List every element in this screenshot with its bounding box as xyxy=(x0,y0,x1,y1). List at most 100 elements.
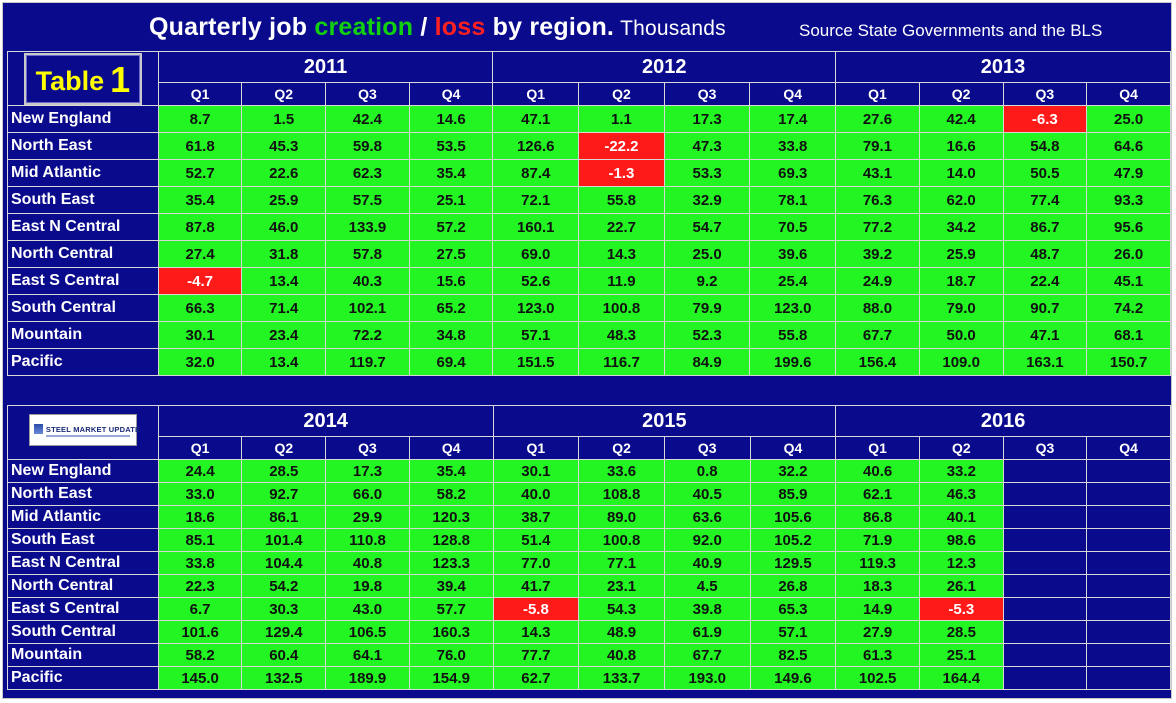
data-table-2014-2016: STEEL MARKET UPDATE 2014 2015 2016 Q1 Q2 Q… xyxy=(7,405,1171,690)
job-creation-cell: 27.9 xyxy=(835,620,920,644)
job-creation-cell: 45.3 xyxy=(241,132,327,160)
year-header: 2015 xyxy=(492,405,837,437)
job-creation-cell: 40.8 xyxy=(578,643,665,667)
job-creation-cell: 62.7 xyxy=(492,666,580,690)
job-creation-cell: 101.6 xyxy=(157,620,243,644)
empty-cell xyxy=(1086,551,1171,575)
title-bar: Quarterly job creation / loss by region.… xyxy=(3,3,1173,49)
job-creation-cell: 98.6 xyxy=(918,528,1004,552)
job-creation-cell: 84.9 xyxy=(663,348,751,376)
job-creation-cell: 47.9 xyxy=(1086,159,1171,187)
job-creation-cell: 150.7 xyxy=(1086,348,1171,376)
region-label: North East xyxy=(7,132,159,160)
job-creation-cell: 100.8 xyxy=(578,294,665,322)
job-creation-cell: 35.4 xyxy=(408,159,494,187)
title-text-2: by region. xyxy=(485,13,615,41)
job-creation-cell: 123.3 xyxy=(408,551,494,575)
job-creation-cell: 54.7 xyxy=(663,213,751,241)
title-creation: creation xyxy=(314,13,414,41)
job-creation-cell: 54.3 xyxy=(578,597,665,621)
job-creation-cell: 39.6 xyxy=(749,240,837,268)
table-row: Mountain 30.1 23.4 72.2 34.8 57.1 48.3 52.3 55.8… xyxy=(7,321,1171,349)
job-creation-cell: 59.8 xyxy=(325,132,410,160)
job-creation-cell: 69.3 xyxy=(749,159,837,187)
job-creation-cell: 66.3 xyxy=(157,294,243,322)
job-loss-cell: -22.2 xyxy=(578,132,665,160)
job-creation-cell: 76.3 xyxy=(835,186,920,214)
year-header: 2013 xyxy=(835,51,1171,83)
table-row: North Central 22.3 54.2 19.8 39.4 41.7 23.1 4.5… xyxy=(7,574,1171,598)
empty-cell xyxy=(1086,505,1171,529)
job-creation-cell: 28.5 xyxy=(918,620,1004,644)
job-creation-cell: 30.1 xyxy=(157,321,243,349)
logo-cell: STEEL MARKET UPDATE xyxy=(7,405,159,460)
job-creation-cell: 160.3 xyxy=(408,620,494,644)
job-creation-cell: 74.2 xyxy=(1086,294,1171,322)
job-creation-cell: 53.5 xyxy=(408,132,494,160)
job-creation-cell: 42.4 xyxy=(325,105,410,133)
job-creation-cell: 67.7 xyxy=(835,321,920,349)
job-creation-cell: 40.0 xyxy=(492,482,580,506)
job-creation-cell: 93.3 xyxy=(1086,186,1171,214)
quarter-header: Q1 xyxy=(835,436,920,460)
data-table-2011-2013: Table 1 2011 2012 2013 Q1 Q2 Q3 Q4 Q1 Q2 Q3 Q4 Q1… xyxy=(7,51,1171,376)
job-creation-cell: 86.7 xyxy=(1002,213,1088,241)
table-row: South Central 101.6 129.4 106.5 160.3 14.3 48.… xyxy=(7,620,1171,644)
job-creation-cell: 25.0 xyxy=(663,240,751,268)
job-creation-cell: 47.1 xyxy=(1002,321,1088,349)
quarter-header: Q2 xyxy=(241,82,327,106)
job-loss-cell: -6.3 xyxy=(1002,105,1088,133)
job-creation-cell: 13.4 xyxy=(241,267,327,295)
job-creation-cell: 47.3 xyxy=(663,132,751,160)
quarter-header: Q4 xyxy=(749,436,837,460)
quarter-header: Q3 xyxy=(1002,82,1088,106)
job-creation-cell: 58.2 xyxy=(408,482,494,506)
job-creation-cell: 40.5 xyxy=(663,482,751,506)
job-creation-cell: 60.4 xyxy=(241,643,327,667)
job-creation-cell: 77.7 xyxy=(492,643,580,667)
table-label: Table 1 xyxy=(23,52,143,105)
job-creation-cell: 105.6 xyxy=(749,505,837,529)
table-row: East N Central 87.8 46.0 133.9 57.2 160.1 22.7… xyxy=(7,213,1171,241)
quarter-header: Q3 xyxy=(1002,436,1088,460)
job-creation-cell: 18.3 xyxy=(835,574,920,598)
job-creation-cell: 29.9 xyxy=(325,505,410,529)
job-creation-cell: 145.0 xyxy=(157,666,243,690)
job-creation-cell: 119.3 xyxy=(835,551,920,575)
job-creation-cell: 33.0 xyxy=(157,482,243,506)
job-creation-cell: 25.1 xyxy=(408,186,494,214)
job-creation-cell: 69.4 xyxy=(408,348,494,376)
job-creation-cell: 18.7 xyxy=(918,267,1004,295)
job-creation-cell: 151.5 xyxy=(492,348,580,376)
table-label-number: 1 xyxy=(110,58,131,100)
region-label: North Central xyxy=(7,574,159,598)
job-creation-cell: 58.2 xyxy=(157,643,243,667)
logo-text: STEEL MARKET UPDATE xyxy=(45,425,141,434)
job-creation-cell: 61.9 xyxy=(663,620,751,644)
job-creation-cell: 25.9 xyxy=(241,186,327,214)
job-creation-cell: 32.9 xyxy=(663,186,751,214)
job-creation-cell: 8.7 xyxy=(157,105,243,133)
quarter-header: Q1 xyxy=(157,82,243,106)
job-creation-cell: 25.0 xyxy=(1086,105,1171,133)
region-label: Mountain xyxy=(7,321,159,349)
job-creation-cell: 50.5 xyxy=(1002,159,1088,187)
job-creation-cell: 53.3 xyxy=(663,159,751,187)
table-label-word: Table xyxy=(35,65,105,96)
job-creation-cell: 55.8 xyxy=(749,321,837,349)
job-creation-cell: 133.7 xyxy=(578,666,665,690)
region-label: East S Central xyxy=(7,597,159,621)
job-creation-cell: 129.4 xyxy=(241,620,327,644)
job-creation-cell: 54.8 xyxy=(1002,132,1088,160)
quarter-header-row: Q1 Q2 Q3 Q4 Q1 Q2 Q3 Q4 Q1 Q2 Q3 Q4 xyxy=(8,436,1171,460)
job-creation-cell: 54.2 xyxy=(241,574,327,598)
title-loss: loss xyxy=(434,13,486,41)
job-creation-cell: 17.3 xyxy=(663,105,751,133)
job-creation-cell: 86.8 xyxy=(835,505,920,529)
job-creation-cell: 57.1 xyxy=(492,321,580,349)
job-creation-cell: 102.5 xyxy=(835,666,920,690)
job-creation-cell: 62.1 xyxy=(835,482,920,506)
job-creation-cell: 30.3 xyxy=(241,597,327,621)
job-creation-cell: 48.9 xyxy=(578,620,665,644)
